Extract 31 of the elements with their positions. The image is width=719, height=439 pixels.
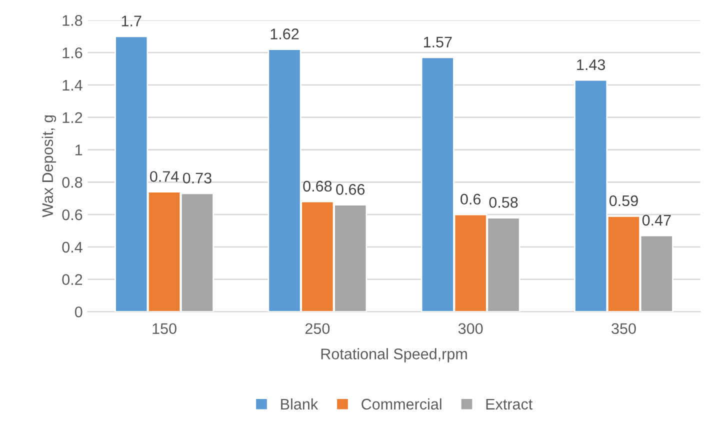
y-tick-label: 0 bbox=[74, 306, 82, 318]
data-label: 0.74 bbox=[150, 171, 179, 182]
x-axis-title: Rotational Speed,rpm bbox=[321, 348, 467, 362]
y-tick-label: 0.4 bbox=[62, 242, 82, 253]
data-label: 0.58 bbox=[489, 196, 518, 208]
legend-label: Extract bbox=[486, 398, 533, 410]
y-tick-label: 0.6 bbox=[62, 209, 82, 220]
legend-label: Blank bbox=[281, 398, 318, 410]
legend-label: Commercial bbox=[362, 398, 442, 410]
y-tick-label: 1.8 bbox=[62, 15, 82, 26]
data-label: 0.68 bbox=[303, 180, 332, 192]
y-tick-label: 0.2 bbox=[62, 274, 82, 285]
data-label: 1.43 bbox=[577, 59, 606, 70]
data-label: 0.66 bbox=[336, 184, 365, 195]
x-tick-label: 350 bbox=[612, 323, 636, 334]
data-label: 0.59 bbox=[609, 195, 638, 206]
y-tick-label: 1.6 bbox=[62, 47, 82, 58]
y-tick-label: 1 bbox=[76, 144, 82, 156]
data-label: 0.73 bbox=[182, 172, 212, 184]
x-tick-label: 250 bbox=[305, 323, 330, 334]
y-tick-label: 1.2 bbox=[62, 112, 82, 123]
y-tick-label: 0.8 bbox=[62, 177, 82, 188]
y-axis-title: Wax Deposit, g bbox=[42, 115, 56, 218]
x-tick-label: 150 bbox=[152, 323, 176, 334]
y-tick-label: 1.4 bbox=[62, 80, 82, 91]
data-label: 1.57 bbox=[424, 36, 452, 48]
data-label: 0.6 bbox=[460, 194, 481, 205]
data-label: 1.7 bbox=[122, 16, 142, 26]
data-label: 1.62 bbox=[270, 28, 299, 40]
x-tick-label: 300 bbox=[458, 323, 483, 334]
data-label: 0.47 bbox=[642, 214, 671, 226]
